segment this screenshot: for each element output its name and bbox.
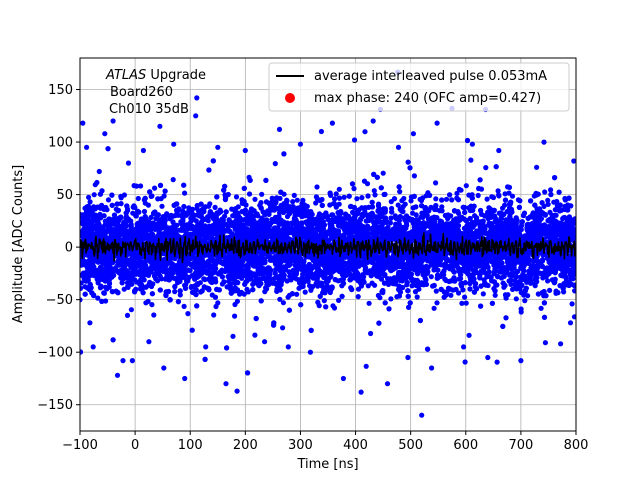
scatter-point [505, 184, 511, 190]
scatter-point [233, 194, 240, 200]
scatter-point [272, 161, 278, 167]
scatter-point [459, 300, 465, 306]
scatter-point [397, 189, 403, 195]
scatter-point [95, 295, 101, 301]
scatter-point [145, 202, 151, 208]
scatter-point [82, 284, 88, 290]
scatter-point [388, 296, 394, 302]
scatter-point [181, 303, 187, 309]
scatter-point [182, 190, 188, 196]
scatter-point [232, 313, 238, 319]
scatter-point [201, 217, 207, 223]
scatter-point [480, 291, 486, 297]
scatter-point [300, 197, 306, 203]
scatter-point [380, 170, 386, 176]
scatter-point [212, 204, 218, 210]
scatter-point [121, 286, 127, 292]
scatter-point [138, 183, 144, 189]
scatter-point [80, 285, 84, 291]
scatter-point [411, 173, 417, 179]
scatter-point [517, 198, 523, 204]
scatter-point [571, 314, 576, 320]
data-layer [80, 69, 576, 418]
scatter-point [365, 283, 371, 289]
scatter-point [315, 283, 321, 289]
scatter-point [462, 294, 468, 300]
scatter-point [486, 269, 492, 275]
scatter-point [141, 208, 148, 215]
scatter-point [377, 295, 383, 301]
scatter-point [501, 284, 507, 290]
scatter-point [513, 296, 519, 302]
scatter-point [414, 294, 420, 300]
scatter-point [433, 196, 439, 202]
scatter-point [484, 196, 490, 202]
scatter-point [439, 204, 445, 210]
scatter-point [124, 312, 131, 318]
scatter-point [259, 191, 265, 197]
scatter-point [291, 192, 297, 198]
scatter-point [355, 294, 361, 300]
scatter-point [341, 194, 347, 200]
scatter-point [235, 212, 241, 219]
scatter-point [366, 300, 372, 306]
scatter-point [168, 212, 174, 218]
scatter-point [80, 280, 84, 286]
scatter-point [230, 333, 236, 339]
scatter-point [448, 292, 454, 298]
scatter-point [159, 203, 165, 209]
scatter-point [410, 210, 416, 216]
scatter-point [252, 332, 258, 338]
scatter-point [134, 183, 140, 189]
scatter-point [290, 199, 296, 205]
scatter-point [483, 165, 489, 171]
scatter-point [509, 193, 516, 199]
scatter-point [509, 286, 516, 292]
scatter-point [148, 214, 154, 220]
scatter-point [314, 184, 320, 190]
scatter-point [234, 298, 240, 304]
scatter-point [128, 307, 134, 313]
scatter-point [405, 159, 411, 165]
scatter-point [494, 359, 500, 365]
scatter-point [401, 195, 407, 202]
scatter-point [518, 309, 524, 315]
scatter-point [395, 202, 401, 208]
scatter-point [433, 180, 439, 186]
scatter-point [321, 298, 327, 304]
scatter-point [542, 189, 548, 195]
scatter-point [121, 192, 127, 198]
scatter-point [118, 201, 124, 207]
scatter-point [336, 186, 342, 192]
scatter-point [205, 218, 211, 224]
scatter-point [463, 300, 469, 306]
scatter-point [86, 194, 92, 200]
scatter-point [547, 287, 553, 293]
scatter-point [211, 312, 217, 318]
scatter-point [490, 194, 497, 201]
scatter-point [434, 300, 440, 306]
scatter-point [372, 192, 378, 198]
scatter-point [215, 300, 221, 306]
scatter-point [500, 205, 506, 211]
scatter-point [94, 179, 100, 186]
scatter-point [382, 191, 388, 197]
scatter-point [359, 195, 365, 201]
scatter-point [170, 177, 176, 183]
scatter-point [428, 274, 434, 280]
scatter-point [105, 197, 112, 203]
scatter-point [468, 157, 474, 163]
scatter-point [495, 188, 501, 194]
